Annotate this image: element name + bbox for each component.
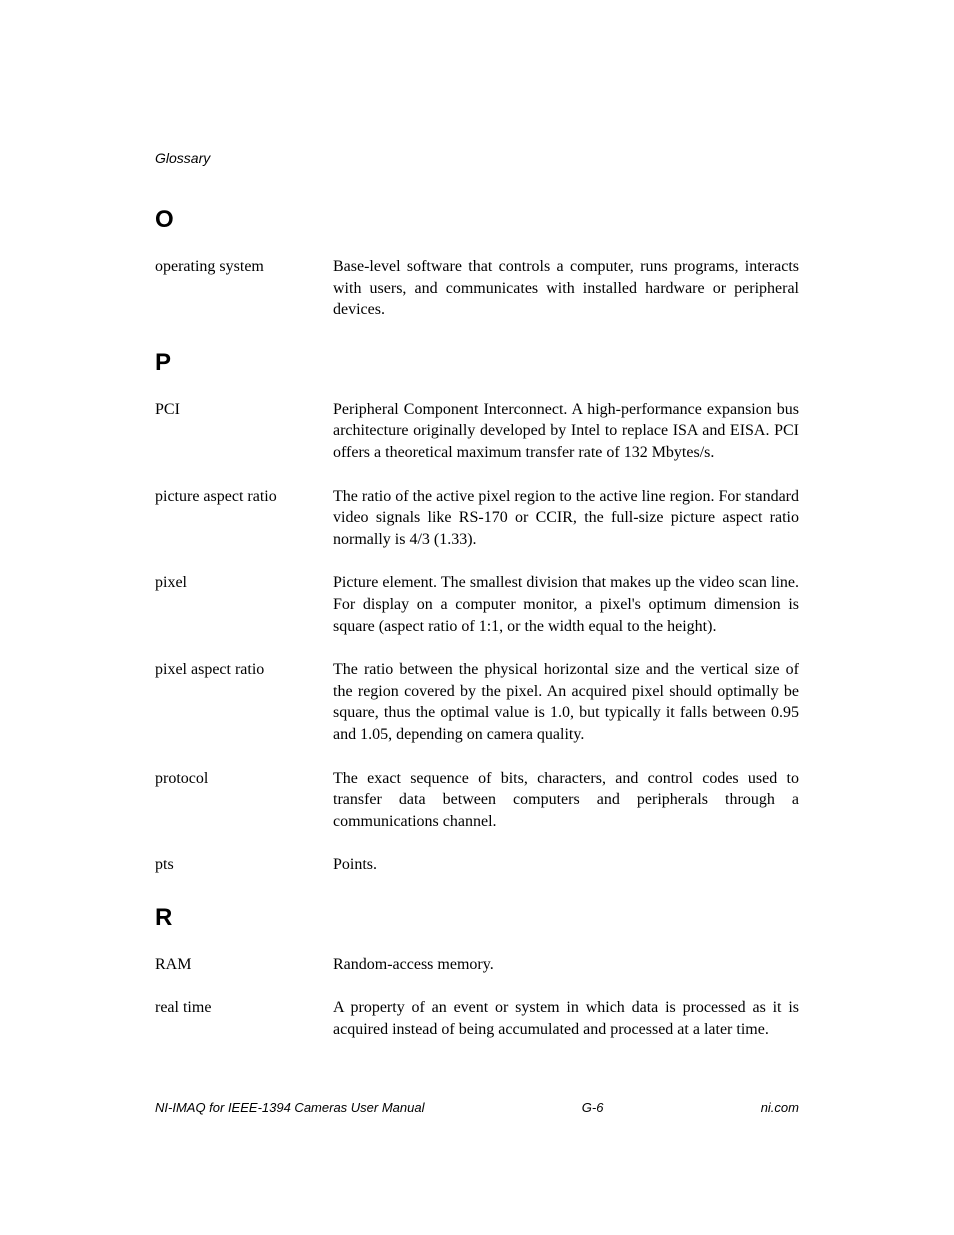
glossary-entry: pixelPicture element. The smallest divis…	[155, 572, 799, 637]
glossary-definition: Picture element. The smallest division t…	[333, 572, 799, 637]
glossary-term: pts	[155, 854, 333, 876]
glossary-term: RAM	[155, 954, 333, 976]
section-letter: P	[155, 349, 799, 377]
glossary-term: PCI	[155, 399, 333, 464]
glossary-definition: Random-access memory.	[333, 954, 799, 976]
footer-right: ni.com	[761, 1100, 799, 1115]
glossary-entry: PCIPeripheral Component Interconnect. A …	[155, 399, 799, 464]
glossary-entry: operating systemBase-level software that…	[155, 256, 799, 321]
page-header: Glossary	[155, 150, 799, 166]
footer-center: G-6	[582, 1100, 604, 1115]
glossary-entry: RAMRandom-access memory.	[155, 954, 799, 976]
glossary-definition: A property of an event or system in whic…	[333, 997, 799, 1040]
glossary-entry: picture aspect ratioThe ratio of the act…	[155, 486, 799, 551]
glossary-term: operating system	[155, 256, 333, 321]
section-letter: O	[155, 206, 799, 234]
glossary-definition: Peripheral Component Interconnect. A hig…	[333, 399, 799, 464]
glossary-entry: ptsPoints.	[155, 854, 799, 876]
glossary-definition: The ratio between the physical horizonta…	[333, 659, 799, 745]
glossary-term: real time	[155, 997, 333, 1040]
glossary-definition: The ratio of the active pixel region to …	[333, 486, 799, 551]
glossary-term: pixel	[155, 572, 333, 637]
glossary-term: pixel aspect ratio	[155, 659, 333, 745]
glossary-sections: Ooperating systemBase-level software tha…	[155, 206, 799, 1041]
glossary-definition: The exact sequence of bits, characters, …	[333, 768, 799, 833]
glossary-definition: Points.	[333, 854, 799, 876]
glossary-term: picture aspect ratio	[155, 486, 333, 551]
glossary-entry: pixel aspect ratioThe ratio between the …	[155, 659, 799, 745]
footer-left: NI-IMAQ for IEEE-1394 Cameras User Manua…	[155, 1100, 424, 1115]
page-footer: NI-IMAQ for IEEE-1394 Cameras User Manua…	[155, 1100, 799, 1115]
glossary-entry: real timeA property of an event or syste…	[155, 997, 799, 1040]
glossary-definition: Base-level software that controls a comp…	[333, 256, 799, 321]
glossary-term: protocol	[155, 768, 333, 833]
section-letter: R	[155, 904, 799, 932]
glossary-entry: protocolThe exact sequence of bits, char…	[155, 768, 799, 833]
